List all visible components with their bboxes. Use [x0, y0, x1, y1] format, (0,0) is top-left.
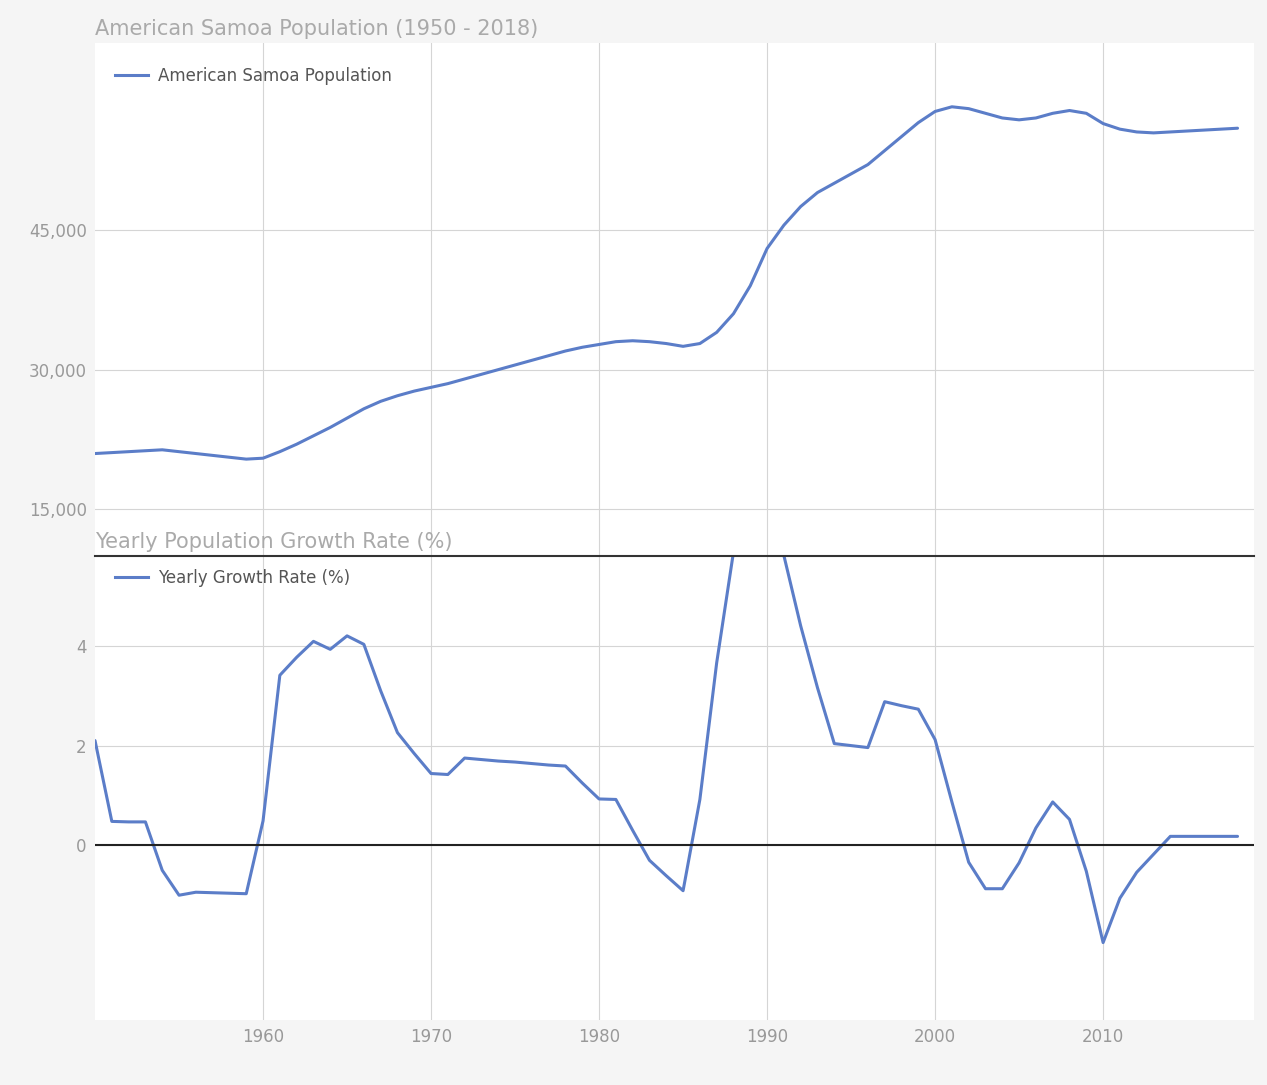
Text: American Samoa Population (1950 - 2018): American Samoa Population (1950 - 2018) [95, 20, 538, 39]
Legend: Yearly Growth Rate (%): Yearly Growth Rate (%) [115, 569, 351, 587]
Text: Yearly Population Growth Rate (%): Yearly Population Growth Rate (%) [95, 532, 452, 552]
Legend: American Samoa Population: American Samoa Population [115, 67, 393, 85]
